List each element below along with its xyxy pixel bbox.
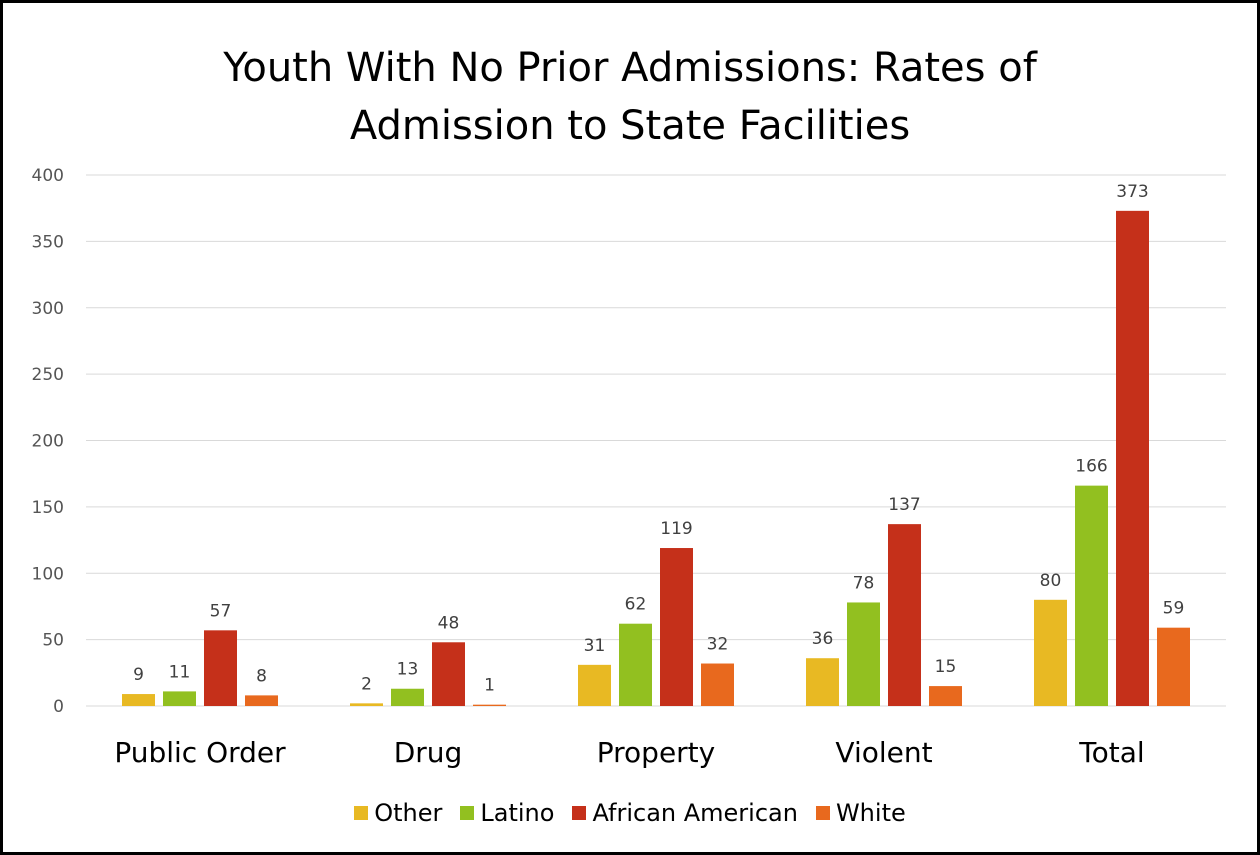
bar-african-american [660, 548, 693, 706]
legend-label: Other [374, 799, 443, 827]
legend-item: African American [572, 799, 798, 827]
chart-title-line2: Admission to State Facilities [349, 103, 911, 149]
x-category-label: Violent [835, 736, 932, 769]
data-label: 373 [1116, 182, 1148, 202]
bar-white [245, 695, 278, 706]
data-label: 15 [935, 657, 957, 677]
y-tick-label: 250 [32, 365, 64, 385]
bar-other [1034, 599, 1067, 706]
bar-other [122, 694, 155, 706]
x-category-label: Total [1078, 736, 1144, 769]
legend-label: White [835, 799, 906, 827]
data-label: 78 [853, 573, 875, 593]
data-label: 11 [169, 662, 191, 682]
bar-latino [163, 691, 196, 706]
bar-other [806, 658, 839, 706]
bar-white [1157, 627, 1190, 706]
x-category-label: Property [597, 736, 715, 769]
legend-label: Latino [480, 799, 555, 827]
bar-latino [391, 688, 424, 706]
data-label: 48 [438, 613, 460, 633]
data-label: 8 [256, 666, 267, 686]
legend-swatch [460, 806, 475, 820]
data-label: 80 [1040, 571, 1062, 591]
data-label: 166 [1075, 457, 1107, 477]
legend-item: Latino [460, 799, 554, 827]
bar-other [350, 703, 383, 706]
legend-swatch [572, 806, 587, 820]
bar-latino [619, 623, 652, 706]
legend-label: African American [592, 799, 798, 827]
data-label: 2 [361, 674, 372, 694]
x-category-label: Drug [394, 736, 463, 769]
y-tick-label: 400 [32, 166, 64, 186]
bar-white [929, 686, 962, 706]
y-tick-label: 50 [42, 631, 64, 651]
data-label: 137 [888, 495, 920, 515]
data-label: 1 [484, 676, 495, 696]
data-label: 119 [660, 519, 692, 539]
data-label: 62 [625, 595, 647, 615]
data-label: 36 [812, 629, 834, 649]
chart-legend: Other Latino African American White [0, 799, 1260, 827]
legend-swatch [815, 806, 830, 820]
y-tick-label: 200 [32, 432, 64, 452]
x-category-label: Public Order [114, 736, 286, 769]
bar-african-american [1116, 210, 1149, 706]
bar-white [701, 663, 734, 706]
bar-other [578, 664, 611, 706]
data-label: 57 [210, 601, 232, 621]
y-tick-label: 100 [32, 564, 64, 584]
data-label: 32 [707, 635, 729, 655]
chart-title-line1: Youth With No Prior Admissions: Rates of [223, 45, 1037, 91]
y-tick-label: 300 [32, 299, 64, 319]
bar-latino [847, 602, 880, 706]
data-label: 13 [397, 660, 419, 680]
legend-item: Other [354, 799, 442, 827]
y-tick-label: 150 [32, 498, 64, 518]
bar-african-american [888, 524, 921, 706]
data-label: 59 [1163, 599, 1185, 619]
y-tick-label: 350 [32, 232, 64, 252]
bar-african-american [432, 642, 465, 706]
bar-latino [1075, 485, 1108, 706]
data-label: 31 [584, 636, 606, 656]
legend-swatch [354, 806, 369, 820]
data-label: 9 [133, 665, 144, 685]
y-tick-label: 0 [53, 697, 64, 717]
bar-african-american [204, 630, 237, 706]
legend-item: White [815, 799, 906, 827]
bar-white [473, 704, 506, 706]
